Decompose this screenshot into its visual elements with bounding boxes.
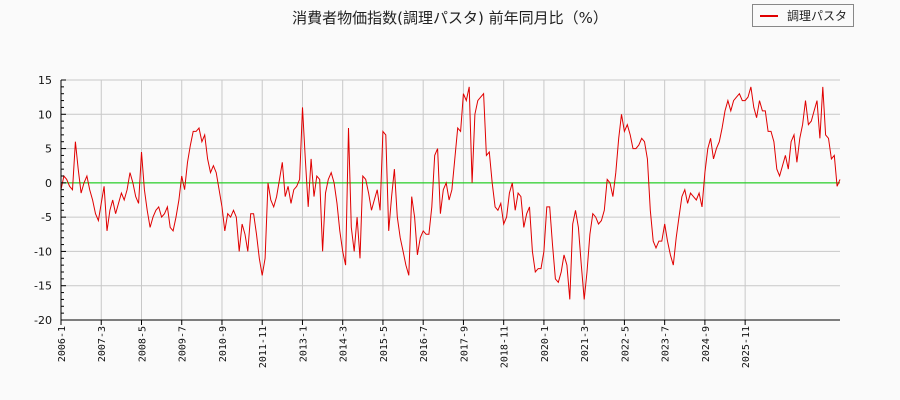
chart-title: 消費者物価指数(調理パスタ) 前年同月比（%） xyxy=(292,9,608,27)
svg-text:2020-1: 2020-1 xyxy=(540,326,551,362)
svg-text:-10: -10 xyxy=(34,245,52,258)
svg-text:2015-5: 2015-5 xyxy=(379,326,390,362)
svg-text:2023-7: 2023-7 xyxy=(661,326,672,362)
legend-swatch-red xyxy=(760,14,778,17)
svg-text:-20: -20 xyxy=(34,314,52,327)
svg-text:-5: -5 xyxy=(41,211,52,224)
svg-text:2007-3: 2007-3 xyxy=(97,326,108,362)
svg-text:2011-11: 2011-11 xyxy=(258,326,269,368)
svg-text:2022-5: 2022-5 xyxy=(620,326,631,362)
y-axis-labels: 15 10 5 0 -5 -10 -15 -20 xyxy=(34,74,52,327)
svg-text:2008-5: 2008-5 xyxy=(137,326,148,362)
svg-text:2013-1: 2013-1 xyxy=(298,326,309,362)
axes xyxy=(60,79,840,325)
svg-text:2021-3: 2021-3 xyxy=(580,326,591,362)
svg-text:10: 10 xyxy=(38,108,52,121)
svg-text:5: 5 xyxy=(45,143,52,156)
gridlines xyxy=(60,79,840,321)
svg-text:2014-3: 2014-3 xyxy=(339,326,350,362)
x-axis-labels: 2006-1 2007-3 2008-5 2009-7 2010-9 2011-11 201… xyxy=(57,326,752,368)
legend: 調理パスタ xyxy=(752,4,854,27)
legend-label: 調理パスタ xyxy=(787,9,848,23)
svg-text:2024-9: 2024-9 xyxy=(701,326,712,362)
svg-text:0: 0 xyxy=(45,177,52,190)
svg-text:2006-1: 2006-1 xyxy=(57,326,68,362)
svg-text:2009-7: 2009-7 xyxy=(178,326,189,362)
svg-text:15: 15 xyxy=(38,74,52,87)
svg-text:2017-9: 2017-9 xyxy=(459,326,470,362)
svg-text:-15: -15 xyxy=(34,280,52,293)
series-line xyxy=(60,86,841,300)
svg-text:2025-11: 2025-11 xyxy=(741,326,752,368)
svg-text:2010-9: 2010-9 xyxy=(218,326,229,362)
svg-text:2018-11: 2018-11 xyxy=(500,326,511,368)
svg-text:2016-7: 2016-7 xyxy=(419,326,430,362)
